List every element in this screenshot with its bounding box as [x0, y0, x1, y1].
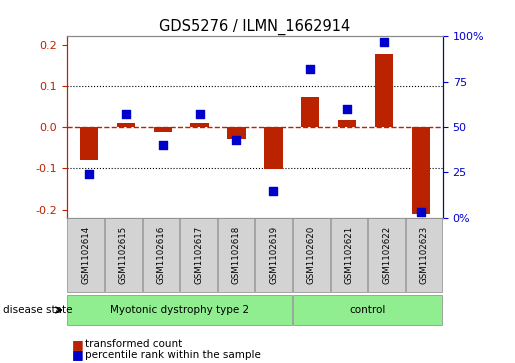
- Text: GSM1102615: GSM1102615: [119, 226, 128, 284]
- Text: GSM1102619: GSM1102619: [269, 226, 278, 284]
- Bar: [338, 120, 356, 127]
- Text: control: control: [350, 305, 386, 315]
- Bar: [301, 97, 319, 127]
- Bar: [191, 123, 209, 127]
- Text: disease state: disease state: [3, 305, 72, 315]
- Point: [380, 39, 388, 45]
- Point: [269, 188, 278, 193]
- Bar: [264, 127, 283, 169]
- Text: percentile rank within the sample: percentile rank within the sample: [85, 350, 261, 360]
- Text: GSM1102620: GSM1102620: [307, 226, 316, 284]
- Point: [417, 209, 425, 215]
- Text: Myotonic dystrophy type 2: Myotonic dystrophy type 2: [110, 305, 249, 315]
- Point: [159, 142, 167, 148]
- Bar: [227, 127, 246, 139]
- Text: GSM1102622: GSM1102622: [382, 226, 391, 284]
- Point: [306, 66, 314, 72]
- Text: GSM1102621: GSM1102621: [345, 226, 353, 284]
- Bar: [153, 127, 172, 132]
- Point: [196, 111, 204, 117]
- Text: GSM1102617: GSM1102617: [194, 226, 203, 284]
- Bar: [375, 54, 393, 127]
- Bar: [411, 127, 430, 214]
- Point: [343, 106, 351, 112]
- Text: transformed count: transformed count: [85, 339, 182, 349]
- Text: ■: ■: [72, 338, 84, 351]
- Title: GDS5276 / ILMN_1662914: GDS5276 / ILMN_1662914: [159, 19, 351, 35]
- Text: GSM1102614: GSM1102614: [81, 226, 90, 284]
- Bar: [80, 127, 98, 160]
- Text: GSM1102623: GSM1102623: [420, 226, 428, 284]
- Point: [85, 171, 93, 177]
- Point: [122, 111, 130, 117]
- Bar: [117, 123, 135, 127]
- Text: GSM1102618: GSM1102618: [232, 226, 241, 284]
- Text: GSM1102616: GSM1102616: [157, 226, 165, 284]
- Point: [232, 137, 241, 143]
- Text: ■: ■: [72, 348, 84, 362]
